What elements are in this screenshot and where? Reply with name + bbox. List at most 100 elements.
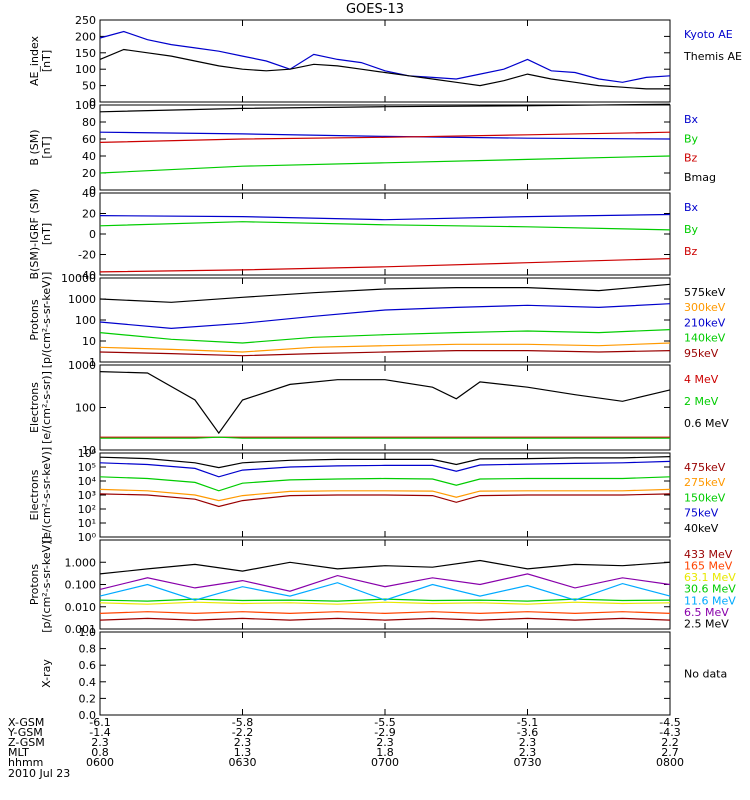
orbit-row-value: 0730 — [514, 756, 542, 769]
y-tick-label: 0.8 — [79, 643, 97, 656]
legend-label: 165 MeV — [684, 560, 733, 573]
legend-label: Bx — [684, 201, 699, 214]
legend-label: 433 MeV — [684, 548, 733, 561]
orbit-row-value: -2.9 — [374, 726, 395, 739]
y-tick-label: 50 — [82, 80, 96, 93]
y-tick-label: 100 — [75, 99, 96, 112]
orbit-row-value: 0630 — [229, 756, 257, 769]
orbit-footer: X-GSM -6.1 -5.8 -5.5 -5.1 -4.5 Y-GSM -1.4 -2.2 -2… — [7, 716, 684, 769]
series-line-11.6-MeV — [99, 582, 671, 601]
orbit-row-value: -5.5 — [374, 716, 395, 729]
orbit-row-value: -4.5 — [659, 716, 680, 729]
y-tick-label: 1000 — [68, 293, 96, 306]
series-line-Bz — [99, 258, 671, 273]
series-line-433-MeV — [99, 617, 671, 621]
orbit-row-value: 2.3 — [376, 736, 394, 749]
panel-1: 0 20 40 60 80 100 B (SM) [nT] Bx By Bz Bmag — [28, 99, 716, 197]
series-line-575keV — [99, 283, 671, 303]
series-line-6.5-MeV — [99, 573, 671, 592]
y-tick-label: 40 — [82, 187, 96, 200]
y-tick-label: 80 — [82, 116, 96, 129]
series-line-300keV — [99, 342, 671, 353]
legend-label: 11.6 MeV — [684, 594, 736, 607]
y-axis-label: [p/(cm²-s-sr-keV)] — [40, 272, 53, 369]
orbit-row-value: 1.8 — [376, 746, 394, 759]
y-tick-label: 0.2 — [79, 692, 97, 705]
y-axis-label: [p/(cm²-s-sr-keV)] — [40, 536, 53, 633]
y-axis-label: X-ray — [40, 659, 53, 688]
y-tick-label: 20 — [82, 167, 96, 180]
nodata-label: No data — [684, 668, 727, 681]
legend-label: Bz — [684, 152, 698, 165]
y-tick-label: -40 — [78, 269, 96, 282]
y-tick-label: 10² — [78, 503, 96, 516]
series-line-165-MeV — [99, 611, 671, 615]
legend-label: 575keV — [684, 286, 726, 299]
y-tick-label: 100 — [75, 402, 96, 415]
orbit-row-value: -6.1 — [89, 716, 110, 729]
legend-label: 63.1 MeV — [684, 571, 736, 584]
y-axis-label: Protons — [28, 564, 41, 605]
legend-label: Kyoto AE — [684, 28, 733, 41]
panel-7: 0.0 0.2 0.4 0.6 0.8 1.0 X-ray No data — [40, 626, 727, 722]
orbit-row-value: -2.2 — [232, 726, 253, 739]
orbit-row-label: X-GSM — [8, 716, 44, 729]
y-axis-label: [e/(cm²-s-sr-keV)] — [40, 447, 53, 543]
series-line-210keV — [99, 303, 671, 330]
legend-label: By — [684, 132, 699, 145]
orbit-row-value: -5.8 — [232, 716, 253, 729]
y-tick-label: 10⁵ — [78, 461, 96, 474]
y-tick-label: 0.6 — [79, 659, 97, 672]
legend-label: 95keV — [684, 347, 719, 360]
legend-label: 275keV — [684, 476, 726, 489]
y-axis-label: Protons — [28, 299, 41, 340]
y-axis-label: B(SM)-IGRF (SM) — [28, 189, 41, 280]
series-line-Bz — [99, 131, 671, 143]
series-line-30.6-MeV — [99, 598, 671, 602]
y-tick-label: 0.001 — [65, 623, 97, 636]
orbit-row-label: MLT — [8, 746, 29, 759]
y-tick-label: 0.010 — [65, 601, 97, 614]
y-tick-label: 250 — [75, 14, 96, 27]
series-line-Themis-AE — [99, 48, 670, 90]
y-tick-label: 0.0 — [79, 709, 97, 722]
y-tick-label: 10¹ — [78, 517, 96, 530]
legend-label: 2.5 MeV — [684, 617, 729, 630]
y-tick-label: 200 — [75, 30, 96, 43]
y-tick-label: 0 — [89, 96, 96, 109]
panel-6: 0.001 0.010 0.100 1.000 Protons [p/(cm²-s-sr-… — [28, 536, 736, 636]
y-tick-label: 1000 — [68, 359, 96, 372]
series-line-150keV — [99, 476, 671, 492]
panel-frame — [99, 192, 671, 276]
legend-label: 75keV — [684, 507, 719, 520]
y-tick-label: 0.4 — [79, 676, 97, 689]
y-tick-label: 10 — [82, 444, 96, 457]
y-tick-label: 20 — [82, 208, 96, 221]
legend-label: Bz — [684, 245, 698, 258]
y-tick-label: 0 — [89, 228, 96, 241]
orbit-row-label: Z-GSM — [8, 736, 45, 749]
panel-2: -40 -20 0 20 40 B(SM)-IGRF (SM) [nT] Bx By Bz — [28, 187, 699, 282]
series-line-Bmag — [99, 103, 671, 113]
y-tick-label: 60 — [82, 133, 96, 146]
y-tick-label: 10⁶ — [78, 447, 97, 460]
series-line-63.1-MeV — [99, 601, 671, 605]
legend-label: 150keV — [684, 491, 726, 504]
y-axis-label: Electrons — [28, 469, 41, 520]
legend-label: 6.5 MeV — [684, 606, 729, 619]
legend-label: Bx — [684, 113, 699, 126]
legend-label: 140keV — [684, 332, 726, 345]
series-line-Bx — [99, 131, 671, 140]
y-tick-label: 10⁰ — [78, 531, 97, 544]
series-line-By — [99, 221, 671, 231]
y-axis-label: [e/(cm²-s-sr)] — [40, 371, 53, 444]
series-line-By — [99, 155, 671, 174]
orbit-row-value: 2.3 — [519, 736, 537, 749]
y-tick-label: 1 — [89, 356, 96, 369]
orbit-row-value: -4.3 — [659, 726, 680, 739]
y-axis-label: Electrons — [28, 382, 41, 433]
y-tick-label: 40 — [82, 150, 96, 163]
